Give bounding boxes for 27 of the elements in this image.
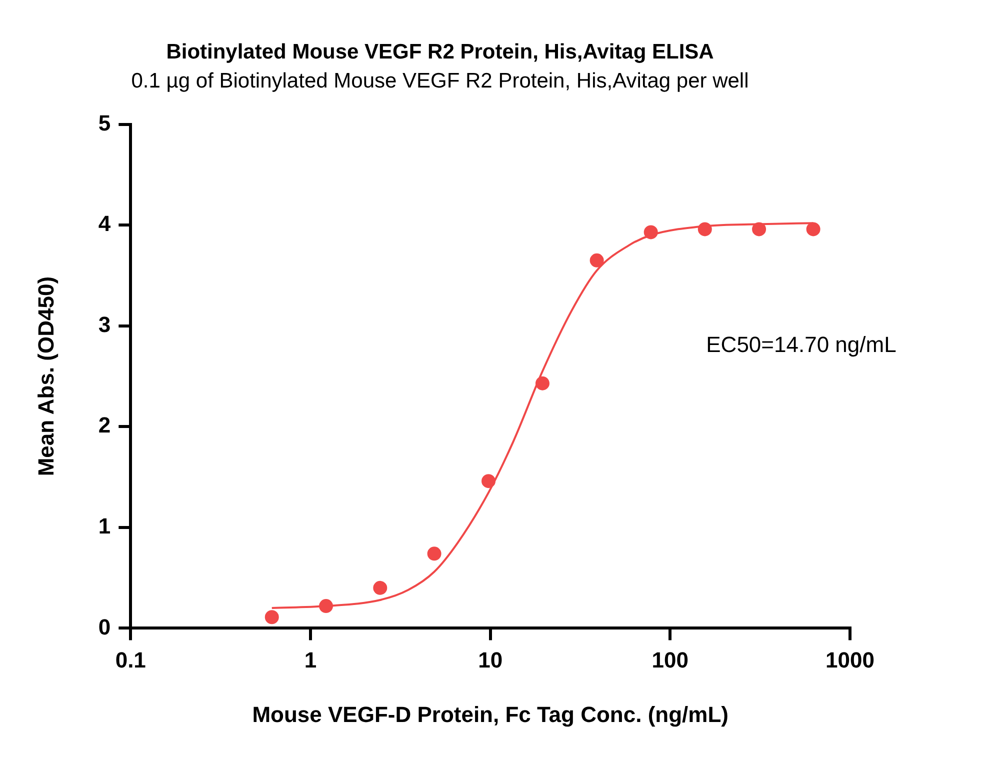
y-tick-label: 1 [98,514,111,539]
x-tick-label: 0.1 [115,647,146,672]
chart-title: Biotinylated Mouse VEGF R2 Protein, His,Avitag ELISA [166,40,714,64]
point [590,253,604,268]
x-axis-title: Mouse VEGF-D Protein, Fc Tag Conc. (ng/mL) [252,702,728,727]
point [644,225,658,240]
x-tick-label: 100 [652,647,689,672]
x-tick-label: 1000 [826,647,874,672]
y-axis-title: Mean Abs. (OD450) [33,276,58,476]
point [482,474,496,488]
point [319,599,334,614]
x-tick-label: 10 [478,647,503,672]
point [698,222,712,236]
y-tick-label: 5 [98,110,111,136]
point [373,580,388,595]
chart-subtitle: 0.1 µg of Biotinylated Mouse VEGF R2 Protein, His,Avitag per well [131,70,749,93]
x-tick-label: 1 [304,647,317,672]
point [427,546,442,561]
point [535,376,550,390]
annotation: EC50=14.70 ng/mL [706,332,896,358]
point [264,610,279,624]
y-tick-label: 0 [98,614,111,640]
point [806,222,820,236]
y-tick-label: 3 [98,312,111,337]
point [752,222,766,236]
y-tick-label: 2 [98,412,111,438]
y-tick-label: 4 [98,211,112,236]
